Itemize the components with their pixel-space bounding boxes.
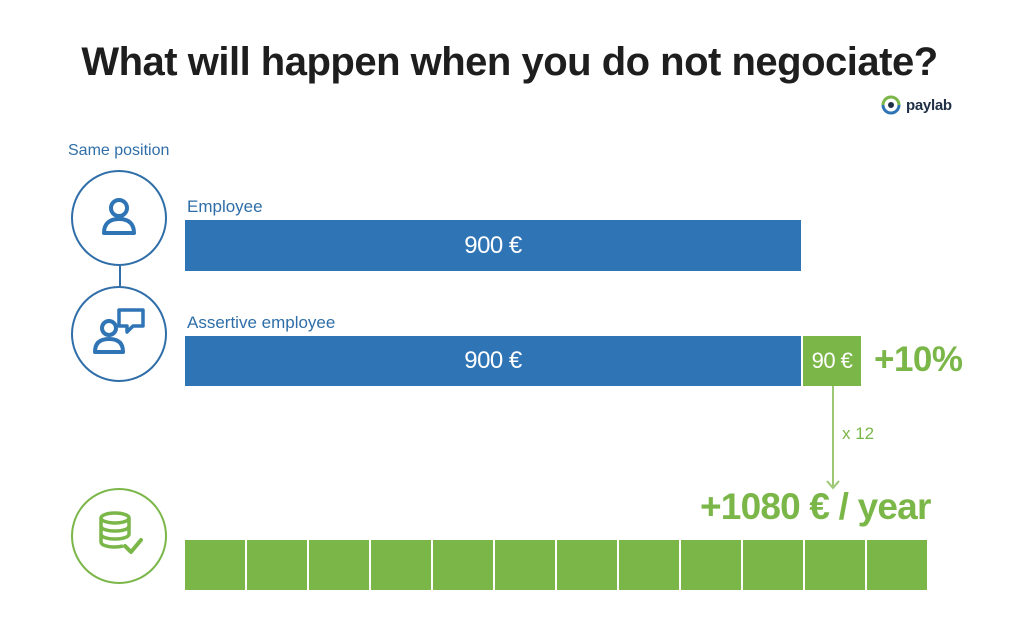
employee-label: Employee <box>187 197 263 216</box>
assertive-salary-bar: 900 € <box>185 336 801 386</box>
arrow-down-icon <box>826 477 840 491</box>
circle-connector <box>119 266 121 286</box>
month-block <box>743 540 803 590</box>
person-speech-bubble-icon <box>89 304 149 365</box>
month-block <box>309 540 369 590</box>
month-block <box>433 540 493 590</box>
month-block <box>557 540 617 590</box>
multiplier-label: x 12 <box>842 424 875 443</box>
month-block <box>681 540 741 590</box>
raise-bar: 90 € <box>803 336 861 386</box>
monthly-blocks <box>185 540 929 590</box>
employee-circle <box>71 170 167 266</box>
month-block <box>805 540 865 590</box>
yearly-total: +1080 € / year <box>700 486 931 527</box>
month-block <box>495 540 555 590</box>
yearly-circle <box>71 488 167 584</box>
paylab-logo: paylab <box>880 93 952 117</box>
paylab-eye-icon <box>880 94 902 116</box>
month-block <box>247 540 307 590</box>
month-block <box>619 540 679 590</box>
raise-percent: +10% <box>874 340 963 379</box>
arrow-line <box>832 386 834 486</box>
person-icon <box>94 191 144 246</box>
assertive-circle <box>71 286 167 382</box>
coins-checkmark-icon <box>91 506 147 567</box>
logo-text: paylab <box>906 96 952 114</box>
month-block <box>185 540 245 590</box>
page-title: What will happen when you do not negocia… <box>81 40 938 84</box>
assertive-employee-label: Assertive employee <box>187 313 336 332</box>
same-position-label: Same position <box>68 142 170 159</box>
month-block <box>867 540 927 590</box>
month-block <box>371 540 431 590</box>
employee-salary-bar: 900 € <box>185 220 801 271</box>
